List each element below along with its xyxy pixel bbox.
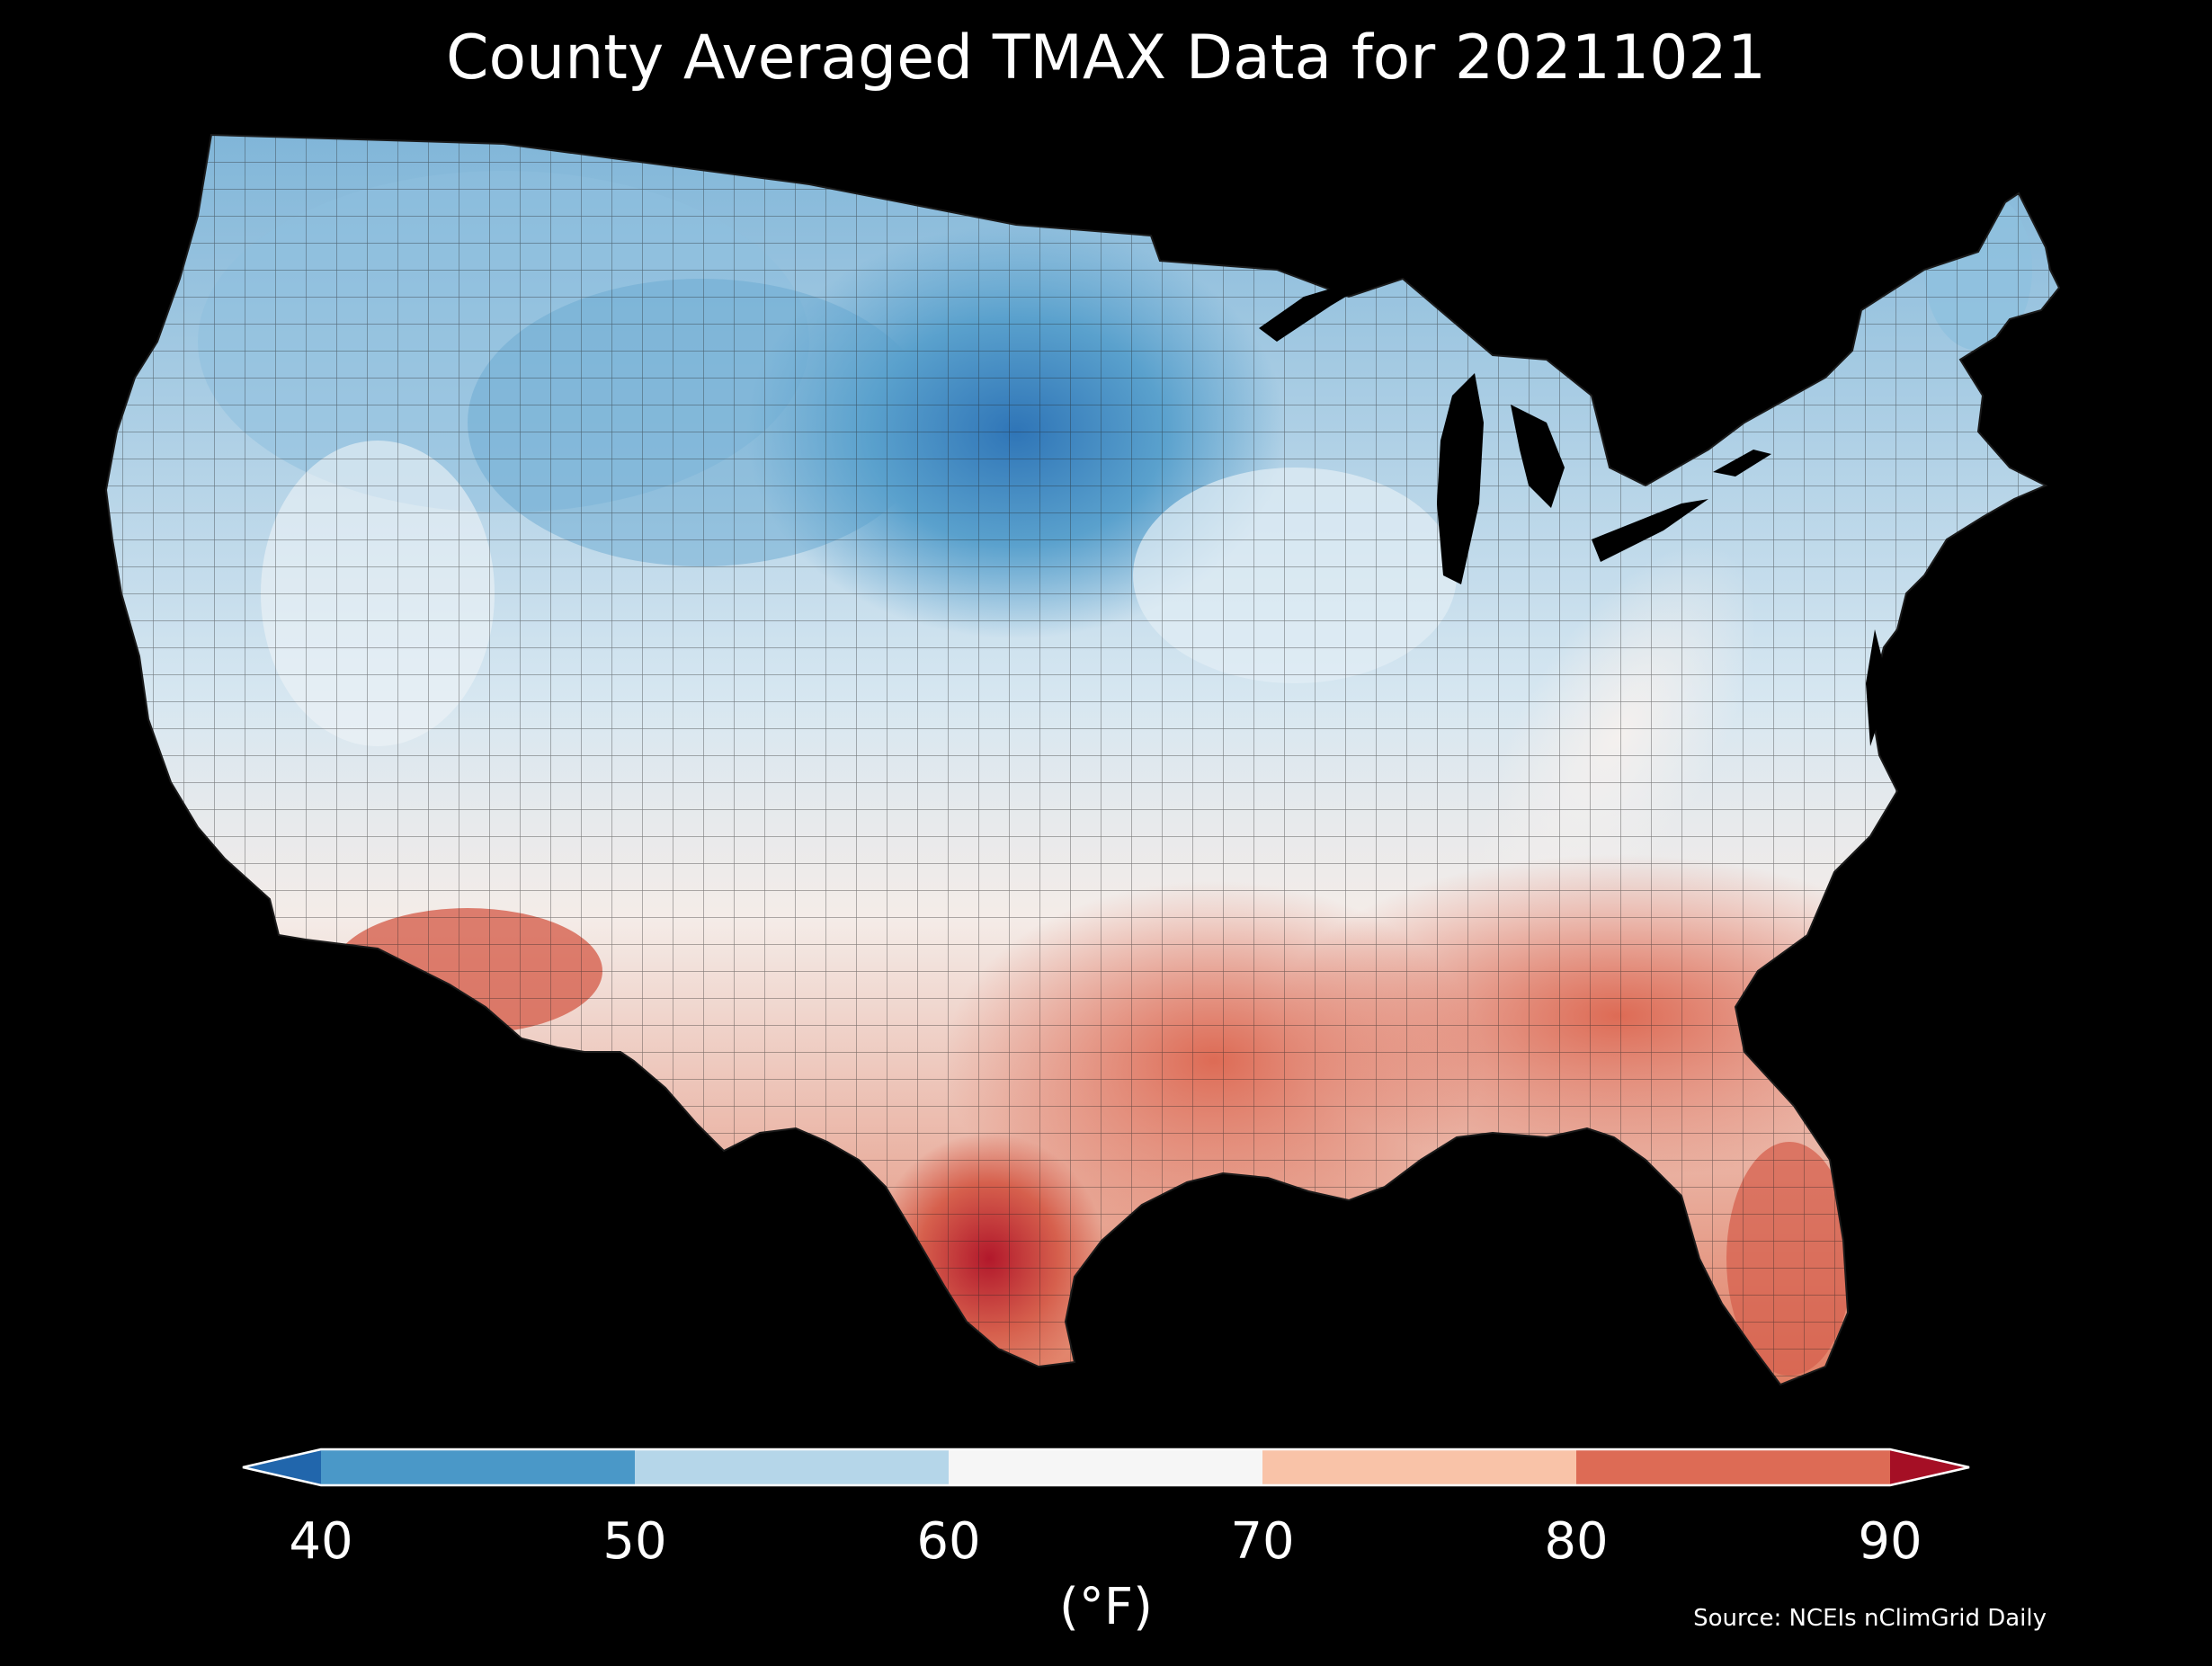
colorbar-tick-label: 80 [1544, 1512, 1609, 1571]
colorbar-tick-label: 50 [602, 1512, 667, 1571]
map-title: County Averaged TMAX Data for 20211021 [446, 22, 1766, 94]
colorbar-outline [242, 1448, 1970, 1487]
colorbar-bin-60-70 [949, 1449, 1262, 1485]
source-credit: Source: NCEIs nClimGrid Daily [1693, 1605, 2047, 1632]
colorbar-tick-label: 70 [1230, 1512, 1295, 1571]
lake-superior [1259, 279, 1376, 342]
colorbar-tick-label: 60 [916, 1512, 981, 1571]
lake-huron [1511, 405, 1565, 508]
colorbar-unit-label: (°F) [1059, 1578, 1153, 1636]
colorbar-tick-label: 40 [289, 1512, 353, 1571]
colorbar-bins [321, 1449, 1890, 1485]
colorbar-over-arrow [1890, 1449, 1969, 1485]
lake-erie [1592, 499, 1708, 562]
colorbar-bin-70-80 [1262, 1449, 1576, 1485]
colorbar-bin-50-60 [635, 1449, 949, 1485]
colorbar-tick-label: 90 [1858, 1512, 1922, 1571]
lake-michigan [1437, 373, 1484, 584]
colorbar-under-arrow [243, 1449, 321, 1485]
lake-ontario [1713, 450, 1771, 477]
chesapeake-bay [1866, 629, 1884, 746]
colorbar-bin-40-50 [321, 1449, 635, 1485]
great-lakes [1259, 279, 1884, 746]
colorbar-bin-80-90 [1576, 1449, 1890, 1485]
